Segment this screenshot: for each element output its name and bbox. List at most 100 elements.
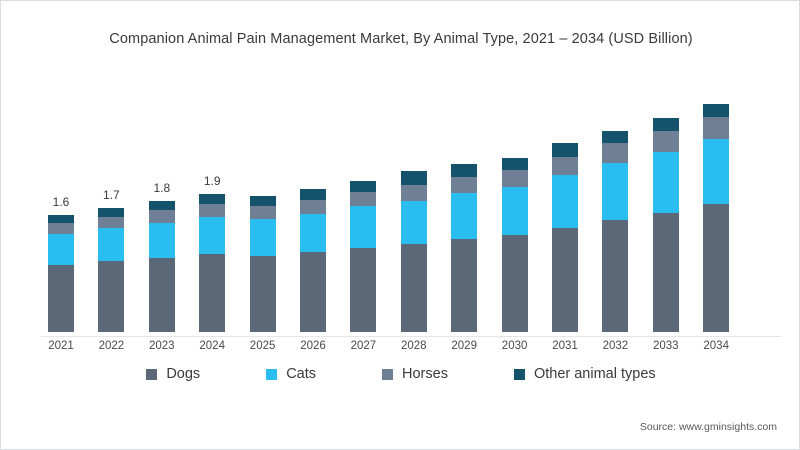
bar-segment-horses-2029[interactable] <box>451 176 478 193</box>
x-tick-2022: 2022 <box>98 340 125 352</box>
bar-segment-other-animal-types-2022[interactable] <box>98 208 125 217</box>
x-tick-2029: 2029 <box>451 340 477 352</box>
bar-segment-horses-2033[interactable] <box>652 131 679 152</box>
bar-2028[interactable] <box>400 171 427 332</box>
bar-value-label-2021: 1.6 <box>52 195 70 209</box>
bar-segment-other-animal-types-2028[interactable] <box>400 171 427 186</box>
bar-segment-horses-2023[interactable] <box>148 210 175 223</box>
legend-label: Dogs <box>166 366 201 382</box>
bar-2026[interactable] <box>300 189 326 332</box>
bar-segment-horses-2021[interactable] <box>48 223 74 234</box>
bar-segment-horses-2031[interactable] <box>552 157 578 176</box>
bar-segment-dogs-2029[interactable] <box>451 239 478 332</box>
bar-2030[interactable] <box>501 158 528 332</box>
bar-segment-dogs-2023[interactable] <box>148 257 175 332</box>
bar-segment-dogs-2022[interactable] <box>98 261 125 332</box>
bar-segment-horses-2030[interactable] <box>501 170 528 187</box>
bar-value-label-2022: 1.7 <box>103 188 120 202</box>
bar-2033[interactable] <box>652 118 679 332</box>
bar-segment-dogs-2026[interactable] <box>300 252 326 332</box>
bar-segment-other-animal-types-2030[interactable] <box>501 158 528 171</box>
bar-segment-cats-2027[interactable] <box>350 206 377 248</box>
bar-2023[interactable] <box>148 201 175 332</box>
legend-swatch-icon <box>513 368 525 380</box>
x-tick-2021: 2021 <box>48 340 74 352</box>
bar-segment-cats-2023[interactable] <box>148 222 175 258</box>
bar-segment-horses-2026[interactable] <box>300 199 326 214</box>
bar-2032[interactable] <box>602 131 629 332</box>
bar-2031[interactable] <box>552 143 578 332</box>
bar-segment-horses-2028[interactable] <box>400 185 427 201</box>
bar-segment-cats-2032[interactable] <box>602 162 629 220</box>
legend-item-horses[interactable]: Horses <box>382 366 448 382</box>
bar-segment-cats-2030[interactable] <box>501 186 528 235</box>
legend-label: Horses <box>402 366 448 382</box>
bar-segment-dogs-2032[interactable] <box>602 219 629 332</box>
bar-segment-cats-2028[interactable] <box>400 200 427 245</box>
bar-segment-horses-2022[interactable] <box>98 216 125 229</box>
bar-segment-cats-2033[interactable] <box>652 151 679 213</box>
bar-segment-other-animal-types-2034[interactable] <box>703 104 730 118</box>
bar-segment-cats-2034[interactable] <box>703 139 730 205</box>
bar-segment-horses-2034[interactable] <box>703 117 730 140</box>
legend-item-cats[interactable]: Cats <box>266 366 316 382</box>
bar-segment-dogs-2034[interactable] <box>703 204 730 332</box>
x-tick-2030: 2030 <box>501 340 528 352</box>
x-tick-2025: 2025 <box>249 340 276 352</box>
bar-segment-other-animal-types-2026[interactable] <box>300 189 326 200</box>
bar-2027[interactable] <box>350 181 377 332</box>
bar-segment-other-animal-types-2027[interactable] <box>350 181 377 192</box>
bar-segment-other-animal-types-2025[interactable] <box>249 196 276 207</box>
x-tick-2028: 2028 <box>401 340 427 352</box>
bar-segment-dogs-2024[interactable] <box>199 254 226 332</box>
bar-2034[interactable] <box>703 104 730 332</box>
bar-segment-dogs-2025[interactable] <box>249 255 276 332</box>
bar-segment-cats-2026[interactable] <box>300 213 326 253</box>
bar-segment-horses-2024[interactable] <box>199 204 226 218</box>
bar-segment-cats-2022[interactable] <box>98 228 125 262</box>
bar-segment-dogs-2028[interactable] <box>400 244 427 332</box>
chart-legend: Dogs Cats Horses Other animal types <box>1 366 800 382</box>
bar-segment-cats-2024[interactable] <box>199 217 226 255</box>
bar-segment-other-animal-types-2023[interactable] <box>148 201 175 211</box>
bar-segment-horses-2025[interactable] <box>249 206 276 220</box>
x-axis-tick-labels: 2021 2022 2023 2024 2025 2026 2027 2028 2029 2030… <box>41 338 781 360</box>
bar-segment-other-animal-types-2033[interactable] <box>652 118 679 132</box>
legend-item-dogs[interactable]: Dogs <box>146 366 200 382</box>
bar-segment-dogs-2021[interactable] <box>48 264 74 332</box>
bar-segment-dogs-2027[interactable] <box>350 247 377 332</box>
x-tick-2034: 2034 <box>703 340 729 352</box>
legend-label: Cats <box>286 366 317 382</box>
bar-segment-dogs-2033[interactable] <box>652 212 679 332</box>
bar-segment-other-animal-types-2029[interactable] <box>451 164 478 177</box>
legend-swatch-icon <box>382 368 394 380</box>
bar-segment-dogs-2030[interactable] <box>501 234 528 332</box>
x-tick-2024: 2024 <box>199 340 225 352</box>
bar-segment-other-animal-types-2031[interactable] <box>552 143 578 158</box>
bar-segment-other-animal-types-2032[interactable] <box>602 131 629 144</box>
bar-segment-cats-2025[interactable] <box>249 219 276 256</box>
bar-value-label-2024: 1.9 <box>203 174 221 188</box>
x-tick-2027: 2027 <box>350 340 377 352</box>
x-tick-2033: 2033 <box>653 340 679 352</box>
legend-item-other-animal-types[interactable]: Other animal types <box>513 366 656 382</box>
bar-2024[interactable] <box>199 194 226 332</box>
bar-2025[interactable] <box>249 196 276 332</box>
bar-segment-other-animal-types-2024[interactable] <box>199 194 226 205</box>
bar-segment-horses-2032[interactable] <box>602 143 629 163</box>
bar-segment-dogs-2031[interactable] <box>552 228 578 332</box>
bar-segment-other-animal-types-2021[interactable] <box>48 215 74 224</box>
bar-segment-cats-2031[interactable] <box>552 175 578 229</box>
x-tick-2023: 2023 <box>149 340 175 352</box>
x-tick-2032: 2032 <box>602 340 629 352</box>
bar-2022[interactable] <box>98 208 125 332</box>
chart-title: Companion Animal Pain Management Market,… <box>109 31 693 47</box>
bar-segment-cats-2029[interactable] <box>451 192 478 240</box>
bar-2021[interactable] <box>48 215 74 332</box>
bar-2029[interactable] <box>451 164 478 332</box>
bar-segment-horses-2027[interactable] <box>350 191 377 207</box>
bar-segment-cats-2021[interactable] <box>48 234 74 265</box>
legend-swatch-icon <box>146 368 158 380</box>
plot-area: 1.6 1.7 1.8 1.9 <box>41 91 781 336</box>
